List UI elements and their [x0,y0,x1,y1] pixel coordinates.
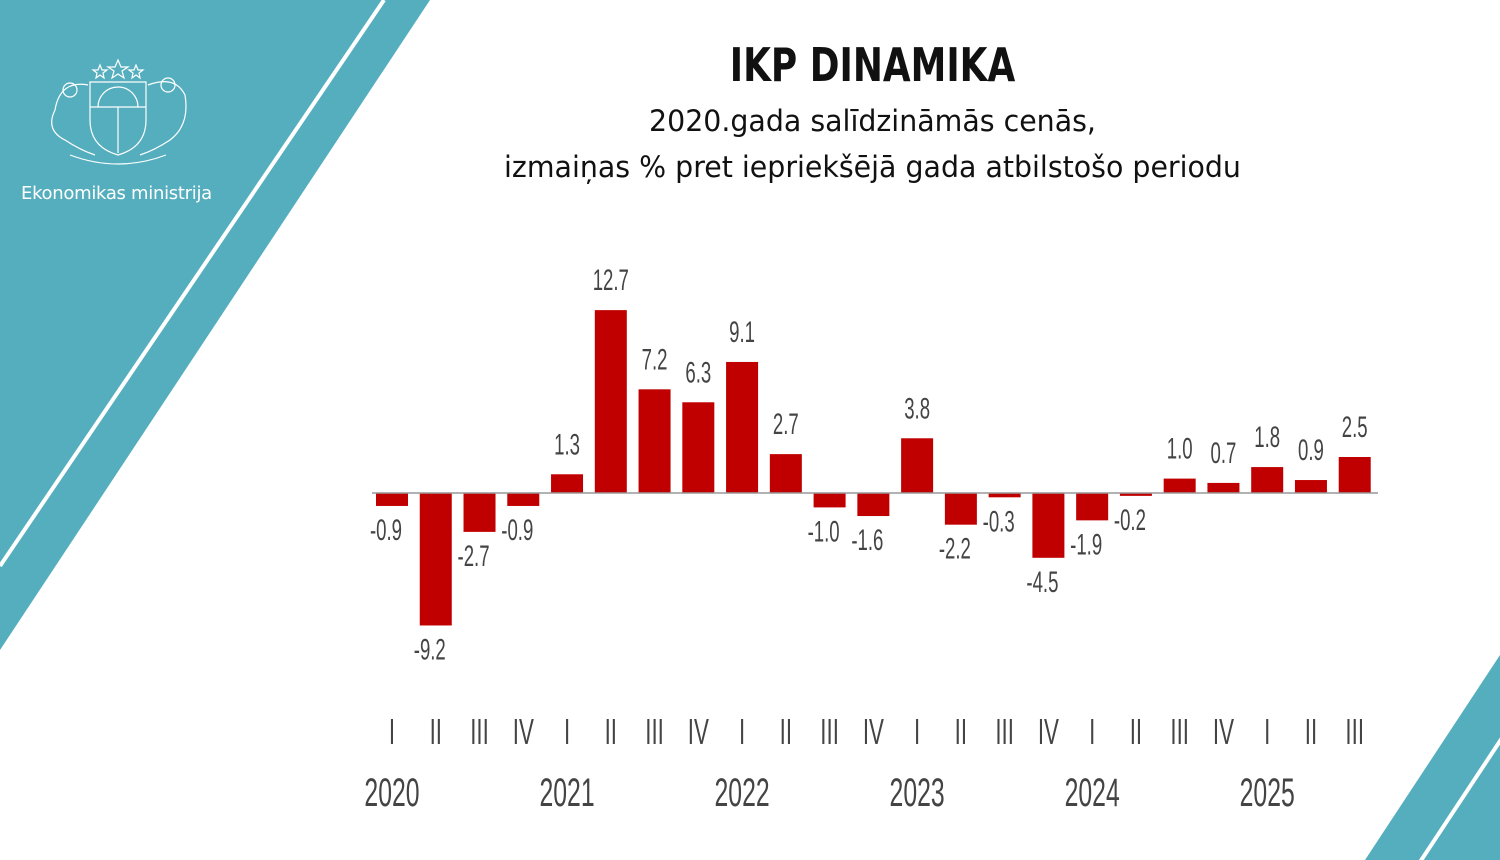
data-label-3: -2.7 [458,539,490,573]
data-label-7: 7.2 [642,343,668,377]
data-label-22: 0.9 [1298,434,1324,468]
quarter-label-23: III [1345,713,1364,753]
bar-18 [1119,493,1152,496]
chart-subtitle-line1: 2020.gada salīdzināmās cenās, [649,104,1096,138]
coat-of-arms-logo [51,58,187,165]
quarter-label-8: IV [688,713,709,753]
data-label-1: -0.9 [370,514,402,548]
year-label-2020: 2020 [364,771,419,815]
quarter-label-10: II [780,713,792,753]
data-label-17: -1.9 [1070,528,1102,562]
right-teal-band [1365,655,1500,860]
quarter-label-15: III [995,713,1014,753]
bar-3 [463,493,496,532]
bar-4 [507,493,540,506]
quarter-label-9: I [739,713,745,753]
bar-21 [1251,467,1284,493]
quarter-label-13: I [914,713,920,753]
bar-22 [1294,480,1327,493]
bar-7 [638,389,671,493]
quarter-label-22: II [1305,713,1317,753]
left-teal-band [0,0,430,650]
year-label-2022: 2022 [715,771,770,815]
year-label-2021: 2021 [539,771,594,815]
quarter-label-3: III [470,713,489,753]
bar-2 [419,493,452,626]
quarter-label-1: I [389,713,395,753]
organization-name: Ekonomikas ministrija [21,183,212,204]
bar-15 [988,493,1021,498]
bar-13 [901,438,934,493]
quarter-label-18: II [1130,713,1142,753]
data-label-11: -1.0 [808,515,840,549]
data-label-18: -0.2 [1114,503,1146,537]
bar-14 [944,493,977,525]
chart-subtitle-line2: izmaiņas % pret iepriekšējā gada atbilst… [504,150,1241,184]
bar-20 [1207,482,1240,493]
bar-8 [682,402,715,493]
quarter-label-17: I [1089,713,1095,753]
chart-title: IKP DINAMIKA [729,38,1016,92]
data-label-6: 12.7 [593,264,629,298]
quarter-label-21: I [1264,713,1270,753]
year-label-2023: 2023 [890,771,945,815]
data-label-19: 1.0 [1167,432,1193,466]
data-label-9: 9.1 [729,316,755,350]
year-label-2025: 2025 [1240,771,1295,815]
data-label-15: -0.3 [983,505,1015,539]
quarter-label-2: II [430,713,442,753]
data-label-5: 1.3 [554,428,580,462]
data-label-20: 0.7 [1211,436,1237,470]
year-label-2024: 2024 [1065,771,1120,815]
bar-6 [594,310,627,493]
bar-10 [769,454,802,493]
data-label-8: 6.3 [685,356,711,390]
quarter-label-12: IV [863,713,884,753]
right-white-stripe [1418,737,1500,860]
data-label-4: -0.9 [501,514,533,548]
bar-1 [376,493,408,506]
quarter-label-6: II [605,713,617,753]
data-label-13: 3.8 [904,392,930,426]
data-label-21: 1.8 [1254,421,1280,455]
bar-9 [726,361,759,493]
data-label-12: -1.6 [851,524,883,558]
bar-19 [1163,478,1196,493]
quarter-label-14: II [955,713,967,753]
bar-17 [1076,493,1109,521]
quarter-label-19: III [1170,713,1189,753]
data-label-23: 2.5 [1342,411,1368,445]
bar-5 [551,474,584,493]
left-white-stripe [0,0,386,568]
data-label-10: 2.7 [773,408,799,442]
bar-23 [1338,457,1371,493]
quarter-label-4: IV [513,713,534,753]
quarter-label-16: IV [1038,713,1059,753]
bar-11 [813,493,846,508]
quarter-label-7: III [645,713,664,753]
bar-16 [1032,493,1065,558]
quarter-label-11: III [820,713,839,753]
bar-12 [857,493,890,517]
data-label-14: -2.2 [939,532,971,566]
data-label-16: -4.5 [1026,565,1058,599]
data-label-2: -9.2 [414,633,446,667]
quarter-label-20: IV [1213,713,1234,753]
quarter-label-5: I [564,713,570,753]
